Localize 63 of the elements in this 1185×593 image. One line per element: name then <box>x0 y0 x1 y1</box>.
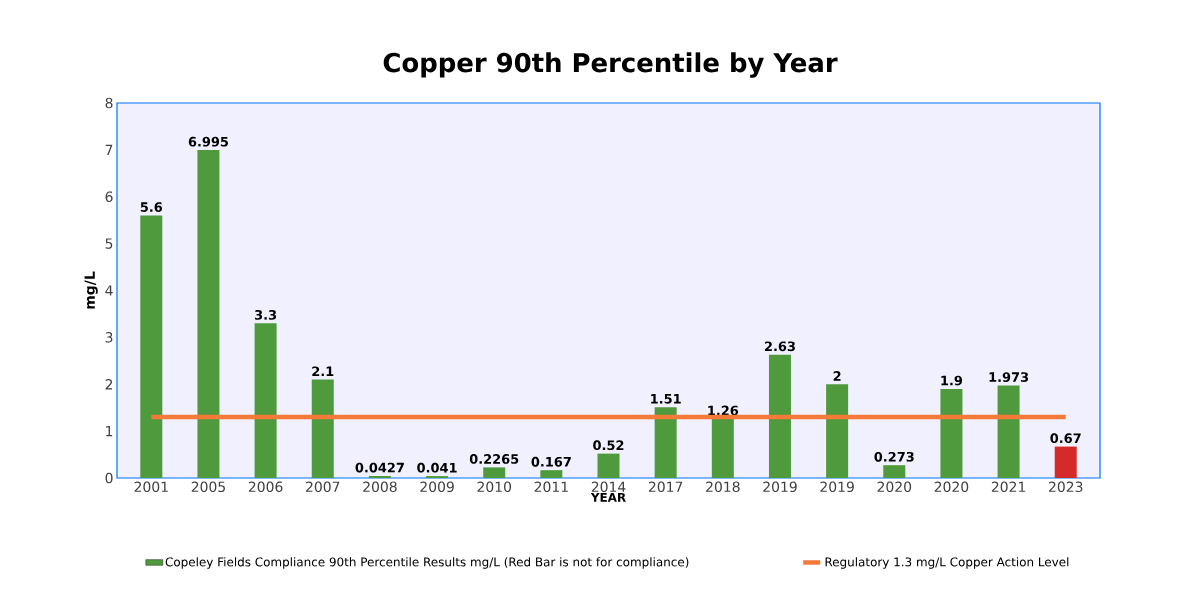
legend-label: Copeley Fields Compliance 90th Percentile Results mg/L (Red Bar is not for compliance) <box>165 557 689 569</box>
x-tick-label: 2020 <box>934 481 969 493</box>
x-tick-label: 2019 <box>763 481 797 493</box>
bar <box>140 215 163 478</box>
x-tick-label: 2019 <box>820 481 854 493</box>
y-tick-label: 1 <box>106 426 113 437</box>
x-tick-label: 2018 <box>706 481 740 493</box>
x-tick-label: 2006 <box>248 481 283 493</box>
x-tick-label: 2011 <box>534 481 568 493</box>
bar <box>654 407 677 478</box>
data-label: 1.51 <box>651 394 681 404</box>
bar <box>197 150 220 478</box>
data-label: 3.3 <box>254 310 277 320</box>
y-tick-label: 2 <box>105 379 113 390</box>
data-label: 1.973 <box>989 372 1029 382</box>
data-label: 0.041 <box>417 462 457 473</box>
bar <box>940 388 963 478</box>
y-axis-title: mg/L <box>84 271 98 309</box>
x-tick-label: 2009 <box>420 481 454 493</box>
bar <box>768 354 791 478</box>
bar <box>711 418 734 478</box>
x-tick-label: 2017 <box>648 481 683 493</box>
y-tick-label: 4 <box>105 285 113 296</box>
bar <box>540 470 563 478</box>
x-tick-label: 2007 <box>306 481 340 493</box>
x-tick-label: 2021 <box>991 481 1026 493</box>
x-tick-label: 2014 <box>591 481 626 493</box>
data-label: 0.52 <box>593 440 624 451</box>
y-tick-label: 5 <box>105 238 113 249</box>
data-label: 0.273 <box>874 451 914 462</box>
y-tick-label: 8 <box>105 97 113 109</box>
bar <box>254 323 277 478</box>
data-label: 6.995 <box>188 136 229 147</box>
y-tick-label: 3 <box>105 332 113 343</box>
x-tick-label: 2023 <box>1048 481 1083 493</box>
data-label: 0.67 <box>1050 433 1081 444</box>
y-tick-label: 7 <box>105 144 113 155</box>
bar <box>483 467 506 478</box>
bar <box>1054 446 1077 478</box>
x-tick-label: 2001 <box>134 481 168 493</box>
x-tick-label: 2020 <box>877 481 912 493</box>
x-tick-label: 2005 <box>191 481 225 493</box>
data-label: 2.63 <box>765 341 795 352</box>
bar <box>997 385 1020 478</box>
bar <box>883 465 906 478</box>
data-label: 1.26 <box>708 405 739 416</box>
data-label: 2 <box>833 371 841 381</box>
data-label: 0.2265 <box>469 454 519 464</box>
data-label: 2.1 <box>312 366 334 377</box>
data-label: 0.167 <box>531 456 571 467</box>
data-label: 5.6 <box>140 202 163 212</box>
bar <box>597 453 620 478</box>
data-label: 1.9 <box>941 375 963 386</box>
x-tick-label: 2008 <box>363 481 397 493</box>
bar <box>826 384 849 478</box>
bar <box>311 379 334 478</box>
y-tick-label: 6 <box>105 191 113 203</box>
x-axis-title: YEAR <box>590 492 626 502</box>
data-label: 0.0427 <box>355 462 404 473</box>
chart-title: Copper 90th Percentile by Year <box>383 52 838 78</box>
y-tick-label: 0 <box>105 472 113 484</box>
x-tick-label: 2010 <box>477 481 512 493</box>
legend-label: Regulatory 1.3 mg/L Copper Action Level <box>825 557 1069 569</box>
